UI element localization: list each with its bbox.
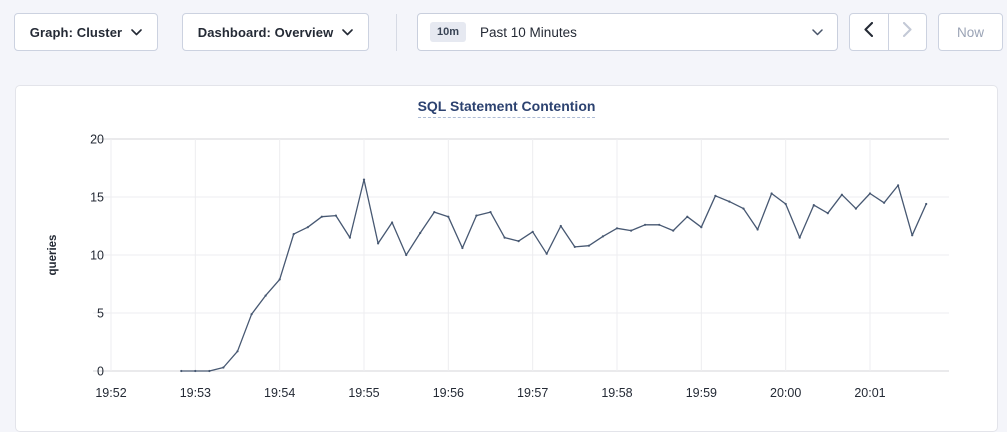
data-point (531, 230, 534, 233)
x-tick-label: 20:01 (854, 386, 885, 400)
data-point (756, 228, 759, 231)
data-point (601, 235, 605, 238)
data-point (911, 234, 914, 237)
data-point (672, 229, 675, 232)
data-point (447, 215, 450, 218)
y-tick-label: 20 (90, 133, 104, 147)
previous-time-button[interactable] (850, 14, 888, 50)
data-point (812, 204, 815, 207)
dashboard-dropdown[interactable]: Dashboard: Overview (182, 13, 369, 51)
data-point (236, 350, 239, 353)
data-point (728, 200, 731, 203)
x-tick-label: 19:53 (180, 386, 211, 400)
chart-title[interactable]: SQL Statement Contention (417, 98, 596, 118)
data-point (461, 246, 464, 250)
data-point (419, 231, 422, 235)
data-point (883, 201, 886, 204)
data-point (306, 226, 309, 229)
data-point (925, 202, 928, 206)
data-point (658, 223, 661, 226)
data-point (840, 193, 844, 196)
time-window-label: Past 10 Minutes (480, 24, 577, 40)
data-point (180, 369, 183, 373)
chevron-left-icon (864, 21, 874, 42)
time-step-buttons (849, 13, 927, 51)
chevron-down-icon (131, 28, 143, 36)
dashboard-dropdown-label: Dashboard: Overview (197, 24, 334, 40)
x-tick-label: 19:59 (686, 386, 717, 400)
data-point (587, 244, 591, 247)
time-window-badge: 10m (430, 22, 467, 42)
data-point (630, 229, 633, 232)
data-point (686, 215, 689, 218)
data-point (517, 240, 520, 243)
data-point (433, 211, 436, 214)
y-tick-label: 10 (90, 249, 104, 263)
data-point (714, 194, 717, 197)
graph-dropdown[interactable]: Graph: Cluster (14, 13, 158, 51)
chevron-down-icon (812, 28, 823, 36)
now-button[interactable]: Now (938, 13, 1003, 51)
data-point (868, 192, 872, 195)
data-point (334, 214, 337, 217)
data-point (377, 242, 380, 245)
data-point (700, 226, 703, 229)
chart-svg[interactable]: 0 5 10 15 20 19:52 19:53 19:54 19:55 19:56 19:57 19… (16, 86, 999, 432)
data-point (264, 294, 267, 297)
data-point (503, 236, 506, 239)
next-time-button[interactable] (887, 14, 927, 50)
data-point (475, 214, 478, 217)
data-point (278, 278, 281, 281)
data-point (222, 366, 225, 369)
data-point (292, 233, 295, 236)
time-range-selector[interactable]: 10m Past 10 Minutes (417, 13, 838, 51)
data-point (362, 178, 366, 181)
data-point (391, 221, 394, 224)
x-tick-label: 19:54 (264, 386, 295, 400)
y-axis-label: queries (47, 235, 59, 276)
y-tick-label: 15 (90, 191, 104, 205)
data-point (615, 227, 619, 230)
data-point (489, 211, 492, 214)
x-tick-label: 19:56 (433, 386, 464, 400)
x-tick-label: 19:52 (95, 386, 126, 400)
chart-card: SQL Statement Contention 0 5 10 15 20 19:52 19… (15, 85, 998, 432)
data-point (559, 224, 562, 228)
x-tick-label: 20:00 (770, 386, 801, 400)
chevron-right-icon (902, 21, 912, 42)
chevron-down-icon (342, 28, 354, 36)
data-point (784, 202, 787, 206)
data-point (545, 252, 548, 255)
data-point (742, 207, 745, 210)
data-point (826, 212, 829, 215)
data-point (897, 184, 900, 187)
data-point (194, 369, 197, 373)
x-tick-label: 19:58 (601, 386, 632, 400)
toolbar: Graph: Cluster Dashboard: Overview 10m P… (0, 0, 1007, 70)
data-point (250, 313, 253, 316)
toolbar-divider (396, 14, 397, 51)
chart-title-wrap: SQL Statement Contention (16, 98, 997, 118)
now-button-label: Now (956, 24, 984, 40)
data-point (770, 192, 773, 195)
data-point (798, 236, 801, 239)
series-line (180, 178, 927, 372)
data-point (348, 236, 351, 239)
data-point (573, 245, 576, 248)
data-point (644, 223, 647, 226)
data-point (208, 369, 211, 373)
data-point (854, 207, 858, 210)
y-tick-label: 5 (97, 307, 104, 321)
x-tick-label: 19:55 (348, 386, 379, 400)
data-point (405, 253, 408, 257)
graph-dropdown-label: Graph: Cluster (29, 24, 123, 40)
data-point (320, 215, 323, 218)
x-tick-label: 19:57 (517, 386, 548, 400)
y-tick-label: 0 (97, 365, 104, 379)
